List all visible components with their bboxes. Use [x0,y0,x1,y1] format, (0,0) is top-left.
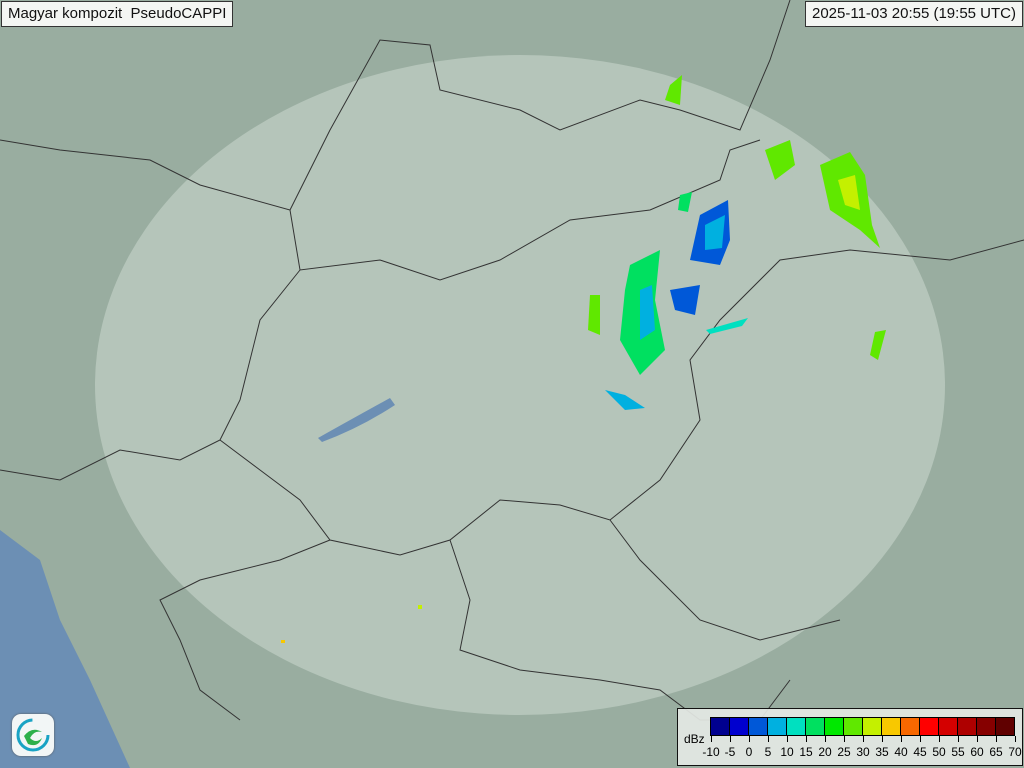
legend-swatch [920,718,939,735]
legend-tick-mark [1015,736,1016,742]
legend-tick-label: 20 [818,745,832,759]
legend-unit: dBz [684,732,705,746]
legend-swatch [882,718,901,735]
legend-swatch [806,718,825,735]
radar-echoes [281,75,886,643]
legend-tick-mark [806,736,807,742]
legend-tick-mark [768,736,769,742]
legend-tick-mark [939,736,940,742]
legend-tick-label: 0 [745,745,753,759]
legend-tick-label: 25 [837,745,851,759]
legend-tick-mark [996,736,997,742]
dbz-legend: dBz -10 -5 0 5 10 15 20 25 30 35 40 45 50 55 60 65 70 [677,708,1023,766]
legend-tick-mark [730,736,731,742]
swirl-logo-icon [12,714,54,756]
radar-coverage [95,55,945,715]
adriatic-sea [0,530,130,768]
legend-tick-label: 65 [989,745,1003,759]
legend-tick-mark [920,736,921,742]
legend-tick-label: 55 [951,745,965,759]
legend-tick-label: -10 [702,745,720,759]
legend-tick-mark [787,736,788,742]
legend-swatch [844,718,863,735]
legend-color-bar [710,717,1015,736]
legend-tick-mark [863,736,864,742]
legend-tick-mark [977,736,978,742]
legend-swatch [958,718,977,735]
country-borders [0,0,1024,721]
legend-tick-mark [711,736,712,742]
legend-tick-label: 45 [913,745,927,759]
legend-tick-mark [958,736,959,742]
legend-swatch [996,718,1014,735]
timestamp: 2025-11-03 20:55 (19:55 UTC) [804,1,1023,27]
legend-swatch [730,718,749,735]
legend-tick-label: 40 [894,745,908,759]
legend-tick-mark [825,736,826,742]
legend-tick-mark [882,736,883,742]
legend-swatch [711,718,730,735]
lake-balaton [318,398,395,442]
legend-swatch [768,718,787,735]
legend-tick-label: 5 [764,745,772,759]
legend-swatch [787,718,806,735]
legend-tick-label: 30 [856,745,870,759]
legend-tick-label: 70 [1008,745,1022,759]
legend-tick-label: 15 [799,745,813,759]
legend-tick-label: 50 [932,745,946,759]
legend-tick-label: 35 [875,745,889,759]
legend-tick-label: 10 [780,745,794,759]
legend-swatch [749,718,768,735]
product-title: Magyar kompozit PseudoCAPPI [1,1,234,27]
legend-tick-mark [901,736,902,742]
legend-swatch [977,718,996,735]
legend-tick-mark [844,736,845,742]
legend-swatch [939,718,958,735]
legend-tick-mark [749,736,750,742]
legend-tick-label: 60 [970,745,984,759]
legend-swatch [863,718,882,735]
legend-swatch [901,718,920,735]
legend-swatch [825,718,844,735]
legend-tick-label: -5 [724,745,736,759]
